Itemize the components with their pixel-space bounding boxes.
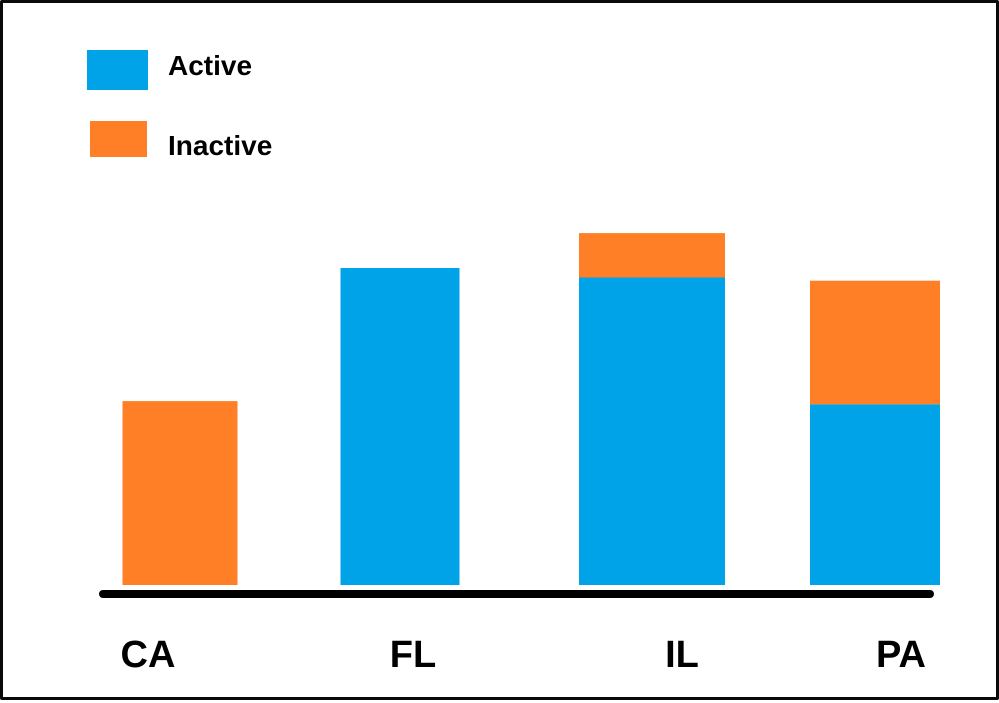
x-tick-label-pa: PA	[876, 634, 926, 676]
x-tick-label-il: IL	[665, 634, 699, 676]
bar-il-inactive	[579, 233, 725, 278]
legend-swatch-inactive	[90, 121, 147, 157]
bar-il-active	[579, 277, 725, 585]
legend-swatch-active	[87, 50, 148, 90]
x-tick-label-ca: CA	[121, 634, 176, 676]
bar-ca-inactive	[122, 401, 238, 585]
stacked-bar-chart: Active Inactive CA FL IL PA	[87, 50, 940, 676]
legend-label-active: Active	[168, 50, 252, 81]
bar-pa-inactive	[810, 280, 940, 405]
x-tick-label-fl: FL	[390, 634, 436, 676]
legend: Active Inactive	[87, 50, 272, 161]
x-tick-labels: CA FL IL PA	[121, 634, 926, 676]
bar-pa-active	[810, 404, 940, 585]
legend-label-inactive: Inactive	[168, 130, 272, 161]
bar-fl-active	[340, 268, 460, 585]
bars	[122, 233, 940, 585]
